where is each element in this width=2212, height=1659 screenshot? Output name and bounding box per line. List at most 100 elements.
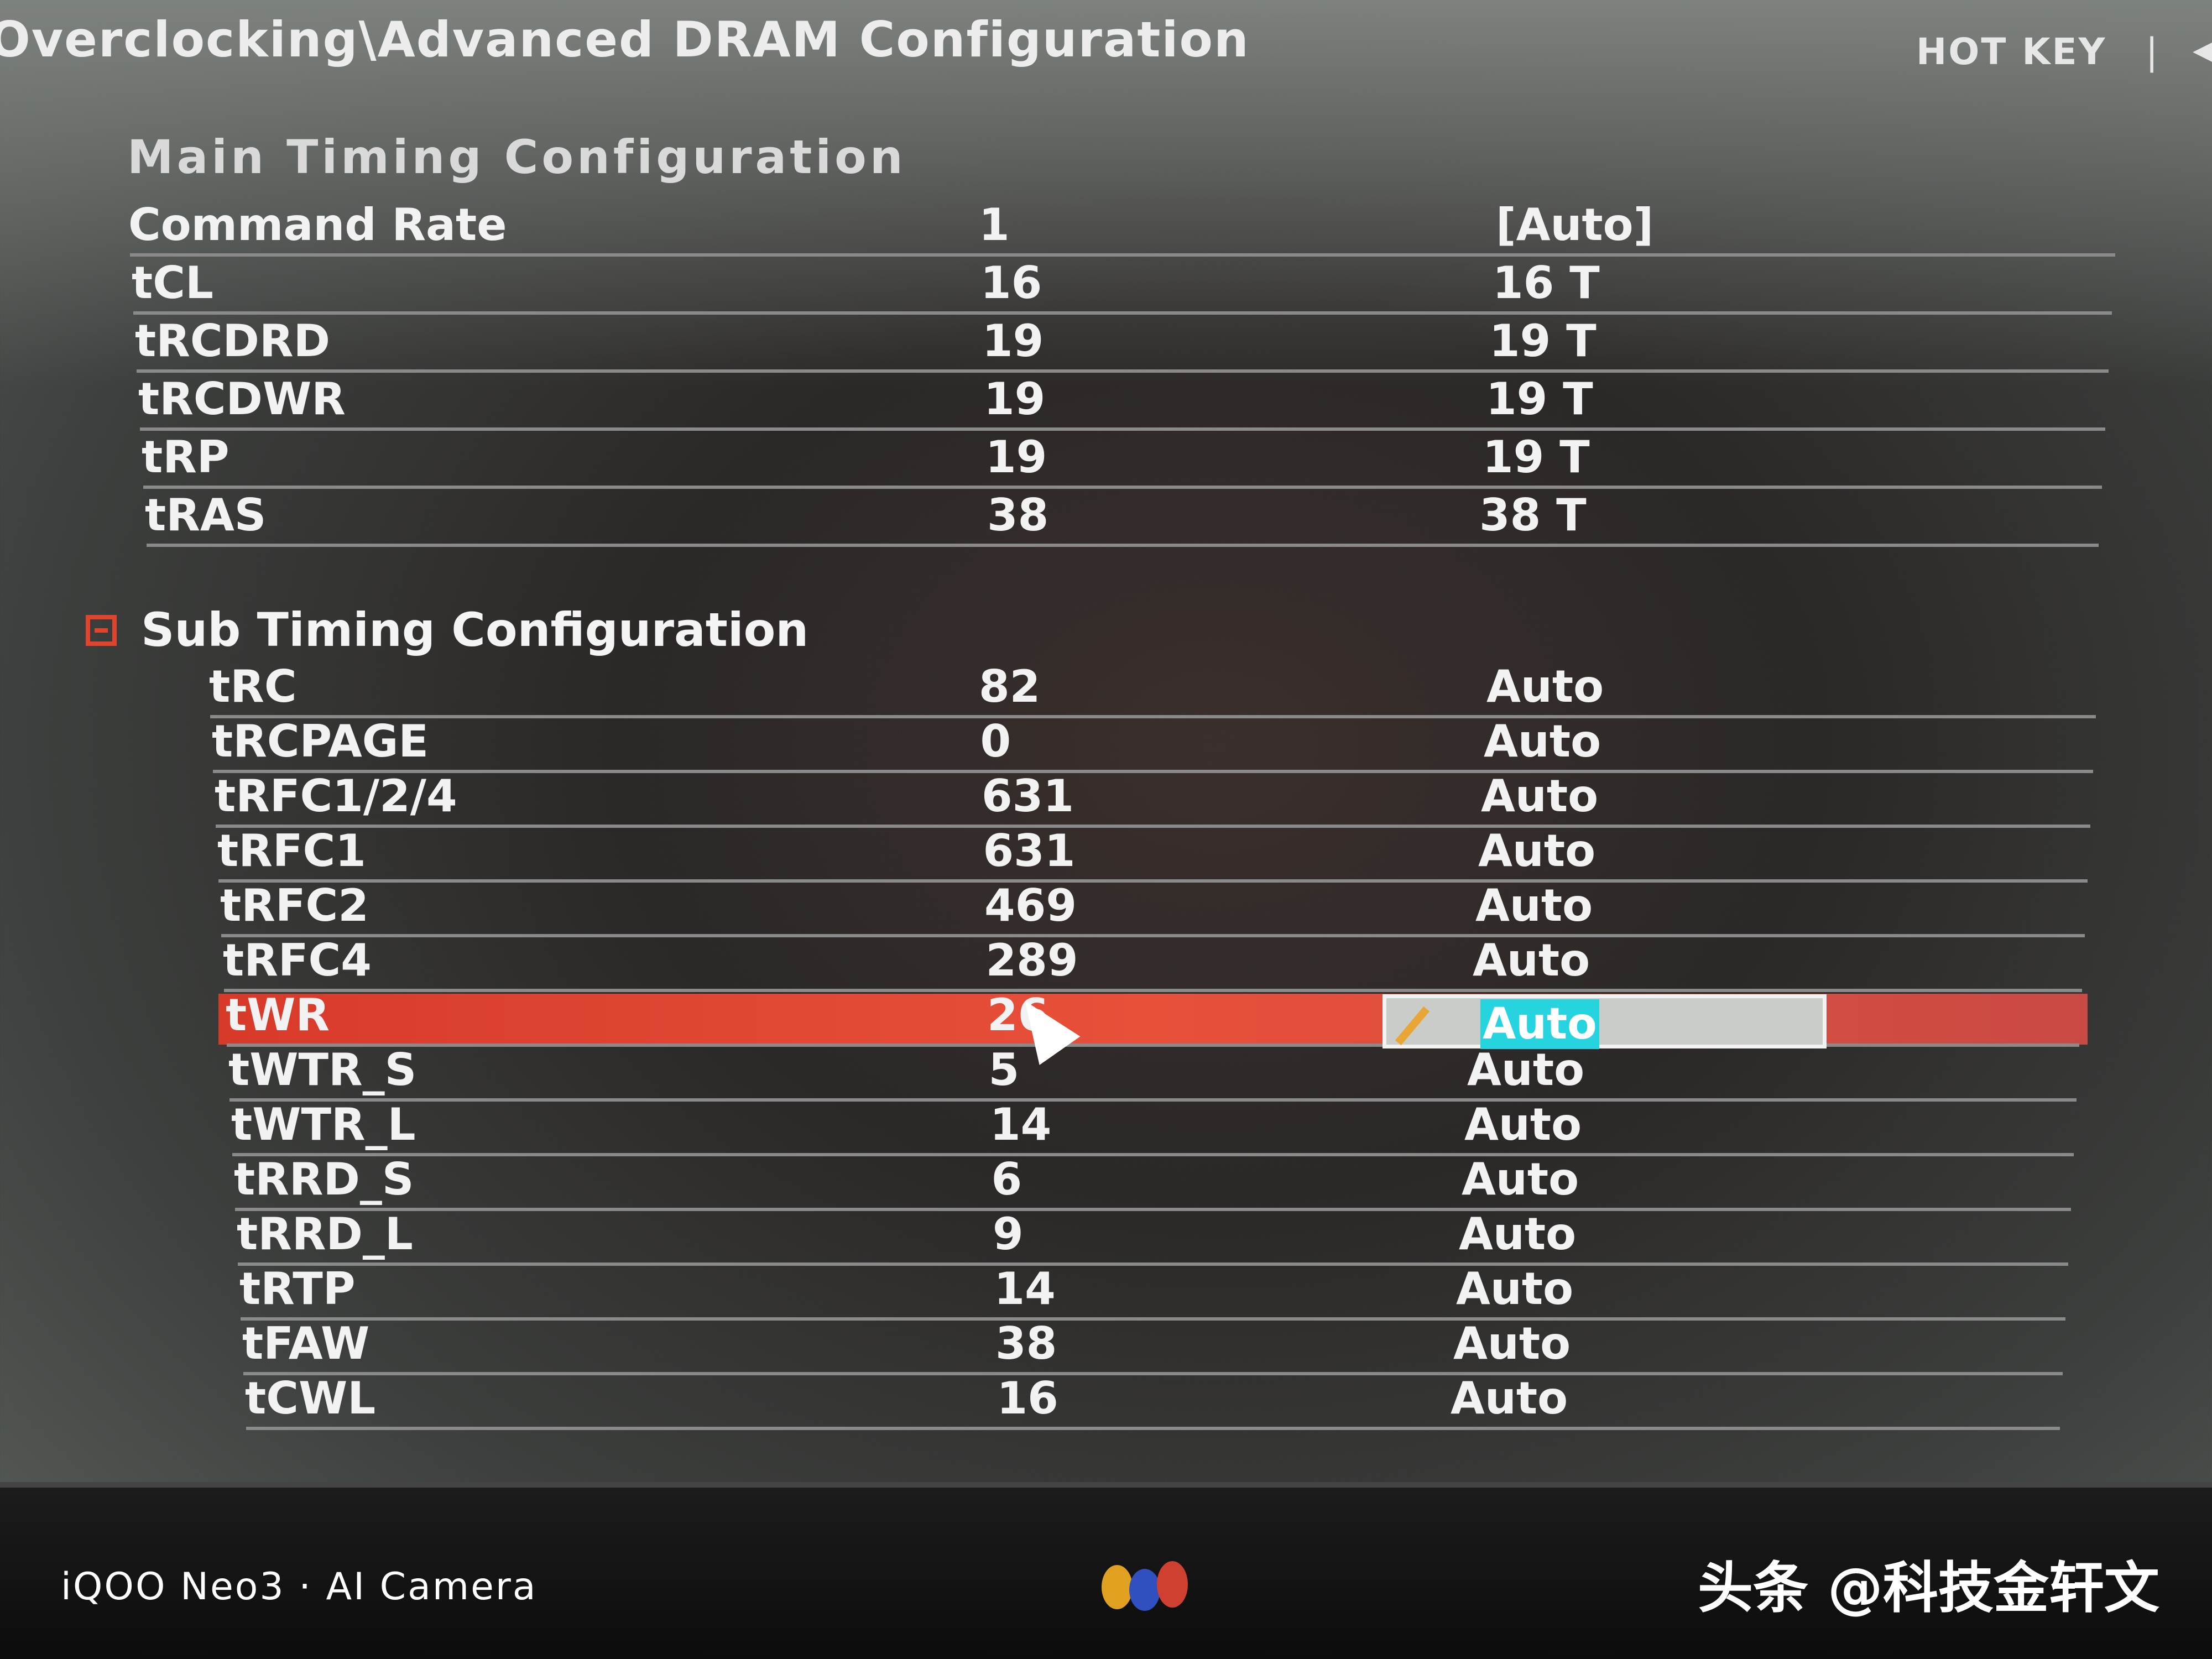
timing-label: tWTR_S	[228, 1044, 417, 1095]
sub-timing-row[interactable]: tWTR_L 14 Auto	[0, 1099, 2212, 1156]
setting-edit-value[interactable]: Auto	[1480, 999, 1599, 1049]
row-divider	[218, 879, 2088, 883]
sub-timing-row[interactable]: tRFC1 631 Auto	[0, 825, 2212, 883]
hotkey-separator: |	[2146, 30, 2158, 73]
timing-setting[interactable]: Auto	[1475, 880, 1593, 931]
row-divider	[147, 544, 2099, 547]
timing-setting[interactable]: Auto	[1478, 825, 1596, 877]
row-divider	[133, 311, 2112, 315]
sub-timing-row[interactable]: tRFC4 289 Auto	[0, 935, 2212, 992]
row-divider	[213, 770, 2093, 773]
timing-setting[interactable]: 19 T	[1486, 373, 1593, 425]
main-timing-row[interactable]: Command Rate 1 [Auto]	[0, 199, 2212, 257]
timing-setting[interactable]: Auto	[1467, 1044, 1585, 1095]
timing-setting[interactable]: 16 T	[1493, 257, 1600, 309]
timing-setting[interactable]: [Auto]	[1496, 199, 1654, 251]
timing-setting[interactable]: Auto	[1486, 661, 1604, 712]
sub-timing-row[interactable]: tRC 82 Auto	[0, 661, 2212, 718]
camera-watermark: iQOO Neo3 · AI Camera	[61, 1565, 538, 1609]
selected-timing-row[interactable]: tWR 26	[0, 989, 2212, 1047]
setting-edit-field[interactable]: Auto	[1383, 994, 1827, 1049]
row-divider	[229, 1098, 2077, 1102]
row-divider	[210, 715, 2096, 718]
timing-current-value: 19	[982, 315, 1044, 367]
hotkey-button[interactable]: HOT KEY	[1916, 30, 2107, 73]
toutiao-watermark: 头条 @科技金轩文	[1698, 1556, 2159, 1620]
row-divider	[246, 1427, 2060, 1430]
timing-label: tRFC2	[220, 880, 369, 931]
timing-setting[interactable]: Auto	[1473, 935, 1590, 986]
timing-setting[interactable]: Auto	[1462, 1154, 1579, 1205]
timing-label: tWTR_L	[231, 1099, 416, 1150]
timing-setting[interactable]: Auto	[1456, 1263, 1574, 1314]
timing-label: tRFC4	[223, 935, 372, 986]
sub-timing-row[interactable]: tFAW 38 Auto	[0, 1318, 2212, 1375]
timing-current-value: 14	[990, 1099, 1052, 1150]
timing-current-value: 6	[991, 1154, 1022, 1205]
timing-label: tRAS	[145, 489, 267, 541]
timing-current-value: 16	[980, 257, 1042, 309]
sub-timing-row[interactable]: tWTR_S 5 Auto	[0, 1044, 2212, 1102]
timing-current-value: 38	[995, 1318, 1057, 1369]
page-breadcrumb: Overclocking\Advanced DRAM Configuration	[0, 11, 1250, 68]
main-timing-row[interactable]: tRCDRD 19 19 T	[0, 315, 2212, 373]
row-divider	[143, 486, 2102, 489]
row-divider	[243, 1372, 2063, 1375]
row-divider	[232, 1153, 2074, 1156]
timing-setting[interactable]: Auto	[1459, 1208, 1577, 1260]
row-divider	[227, 1044, 2079, 1047]
main-timing-row[interactable]: tRP 19 19 T	[0, 431, 2212, 489]
sub-timing-heading[interactable]: Sub Timing Configuration	[141, 603, 809, 657]
timing-setting[interactable]: Auto	[1481, 770, 1599, 822]
sub-timing-row[interactable]: tRRD_S 6 Auto	[0, 1154, 2212, 1211]
sub-timing-row[interactable]: tRCPAGE 0 Auto	[0, 716, 2212, 773]
timing-current-value: 631	[982, 770, 1074, 822]
timing-label: tRFC1/2/4	[215, 770, 457, 822]
timing-setting[interactable]: Auto	[1464, 1099, 1582, 1150]
sub-timing-row[interactable]: tRTP 14 Auto	[0, 1263, 2212, 1321]
main-timing-row[interactable]: tCL 16 16 T	[0, 257, 2212, 315]
timing-setting[interactable]: Auto	[1484, 716, 1601, 767]
timing-label: tWR	[226, 989, 330, 1041]
arrow-left-icon[interactable]: ◀	[2193, 30, 2212, 69]
timing-label: Command Rate	[128, 199, 507, 251]
sub-timing-row[interactable]: tRFC1/2/4 631 Auto	[0, 770, 2212, 828]
timing-setting[interactable]: 38 T	[1479, 489, 1587, 541]
timing-setting[interactable]: 19 T	[1483, 431, 1590, 483]
timing-label: tRCDWR	[138, 373, 346, 425]
timing-current-value: 1	[979, 199, 1010, 251]
timing-setting[interactable]: Auto	[1453, 1318, 1571, 1369]
timing-label: tRP	[142, 431, 229, 483]
timing-current-value: 16	[997, 1373, 1058, 1424]
row-divider	[224, 989, 2082, 992]
timing-current-value: 5	[988, 1044, 1020, 1095]
timing-current-value: 19	[984, 373, 1046, 425]
timing-label: tFAW	[242, 1318, 370, 1369]
timing-label: tRFC1	[217, 825, 366, 877]
timing-current-value: 19	[985, 431, 1047, 483]
timing-label: tCWL	[245, 1373, 376, 1424]
row-divider	[130, 253, 2115, 257]
timing-label: tRCDRD	[135, 315, 330, 367]
collapse-minus-icon[interactable]	[86, 615, 117, 646]
row-divider	[241, 1317, 2065, 1321]
timing-setting[interactable]: Auto	[1451, 1373, 1568, 1424]
sub-timing-row[interactable]: tCWL 16 Auto	[0, 1373, 2212, 1430]
timing-current-value: 26	[987, 989, 1049, 1041]
row-divider	[140, 427, 2105, 431]
timing-label: tRTP	[239, 1263, 356, 1314]
sub-timing-row[interactable]: tRFC2 469 Auto	[0, 880, 2212, 937]
sub-timing-row[interactable]: tRRD_L 9 Auto	[0, 1208, 2212, 1266]
main-timing-row[interactable]: tRCDWR 19 19 T	[0, 373, 2212, 431]
row-divider	[216, 825, 2090, 828]
screen-glare	[0, 0, 2212, 387]
row-divider	[137, 369, 2109, 373]
timing-label: tRRD_L	[237, 1208, 413, 1260]
main-timing-row[interactable]: tRAS 38 38 T	[0, 489, 2212, 547]
timing-label: tCL	[132, 257, 213, 309]
timing-current-value: 38	[987, 489, 1049, 541]
timing-current-value: 0	[980, 716, 1011, 767]
timing-setting[interactable]: 19 T	[1489, 315, 1597, 367]
pencil-icon	[1395, 1006, 1430, 1046]
row-divider	[221, 934, 2085, 937]
